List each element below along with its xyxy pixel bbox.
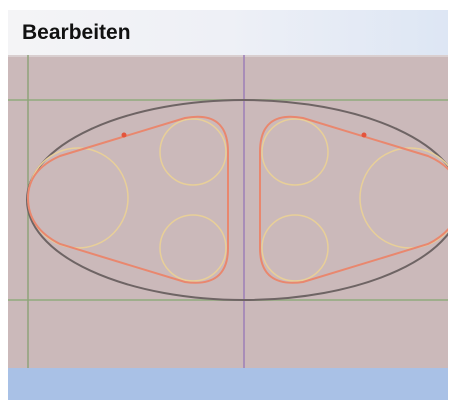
point — [361, 132, 367, 138]
outline — [26, 115, 448, 284]
toolbar: Bearbeiten — [8, 10, 448, 55]
status-bar — [8, 368, 448, 400]
canvas — [8, 55, 448, 368]
point — [121, 132, 127, 138]
ellipse — [26, 99, 448, 301]
circles — [27, 118, 448, 282]
menu-title[interactable]: Bearbeiten — [22, 21, 131, 44]
